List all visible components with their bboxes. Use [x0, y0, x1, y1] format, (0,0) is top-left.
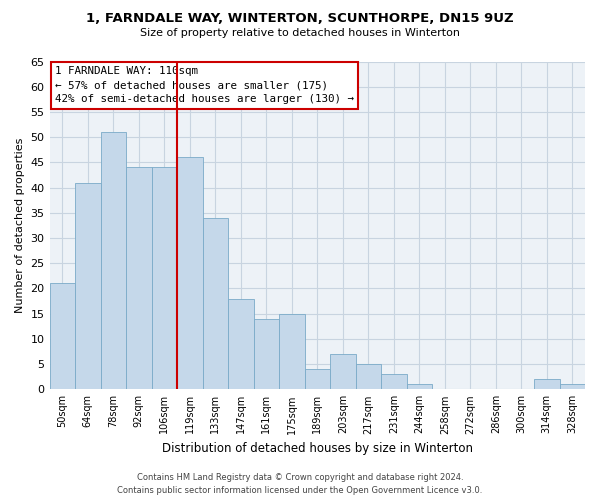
Bar — [177, 158, 203, 390]
Bar — [407, 384, 432, 390]
X-axis label: Distribution of detached houses by size in Winterton: Distribution of detached houses by size … — [162, 442, 473, 455]
Bar — [75, 182, 101, 390]
Y-axis label: Number of detached properties: Number of detached properties — [15, 138, 25, 313]
Bar — [560, 384, 585, 390]
Bar — [228, 298, 254, 390]
Bar — [254, 318, 279, 390]
Bar — [330, 354, 356, 390]
Text: Contains HM Land Registry data © Crown copyright and database right 2024.
Contai: Contains HM Land Registry data © Crown c… — [118, 473, 482, 495]
Bar — [279, 314, 305, 390]
Text: 1 FARNDALE WAY: 110sqm
← 57% of detached houses are smaller (175)
42% of semi-de: 1 FARNDALE WAY: 110sqm ← 57% of detached… — [55, 66, 354, 104]
Bar — [50, 284, 75, 390]
Bar — [356, 364, 381, 390]
Bar — [534, 379, 560, 390]
Bar — [305, 369, 330, 390]
Bar — [203, 218, 228, 390]
Text: 1, FARNDALE WAY, WINTERTON, SCUNTHORPE, DN15 9UZ: 1, FARNDALE WAY, WINTERTON, SCUNTHORPE, … — [86, 12, 514, 26]
Bar — [126, 168, 152, 390]
Bar — [152, 168, 177, 390]
Text: Size of property relative to detached houses in Winterton: Size of property relative to detached ho… — [140, 28, 460, 38]
Bar — [101, 132, 126, 390]
Bar — [381, 374, 407, 390]
